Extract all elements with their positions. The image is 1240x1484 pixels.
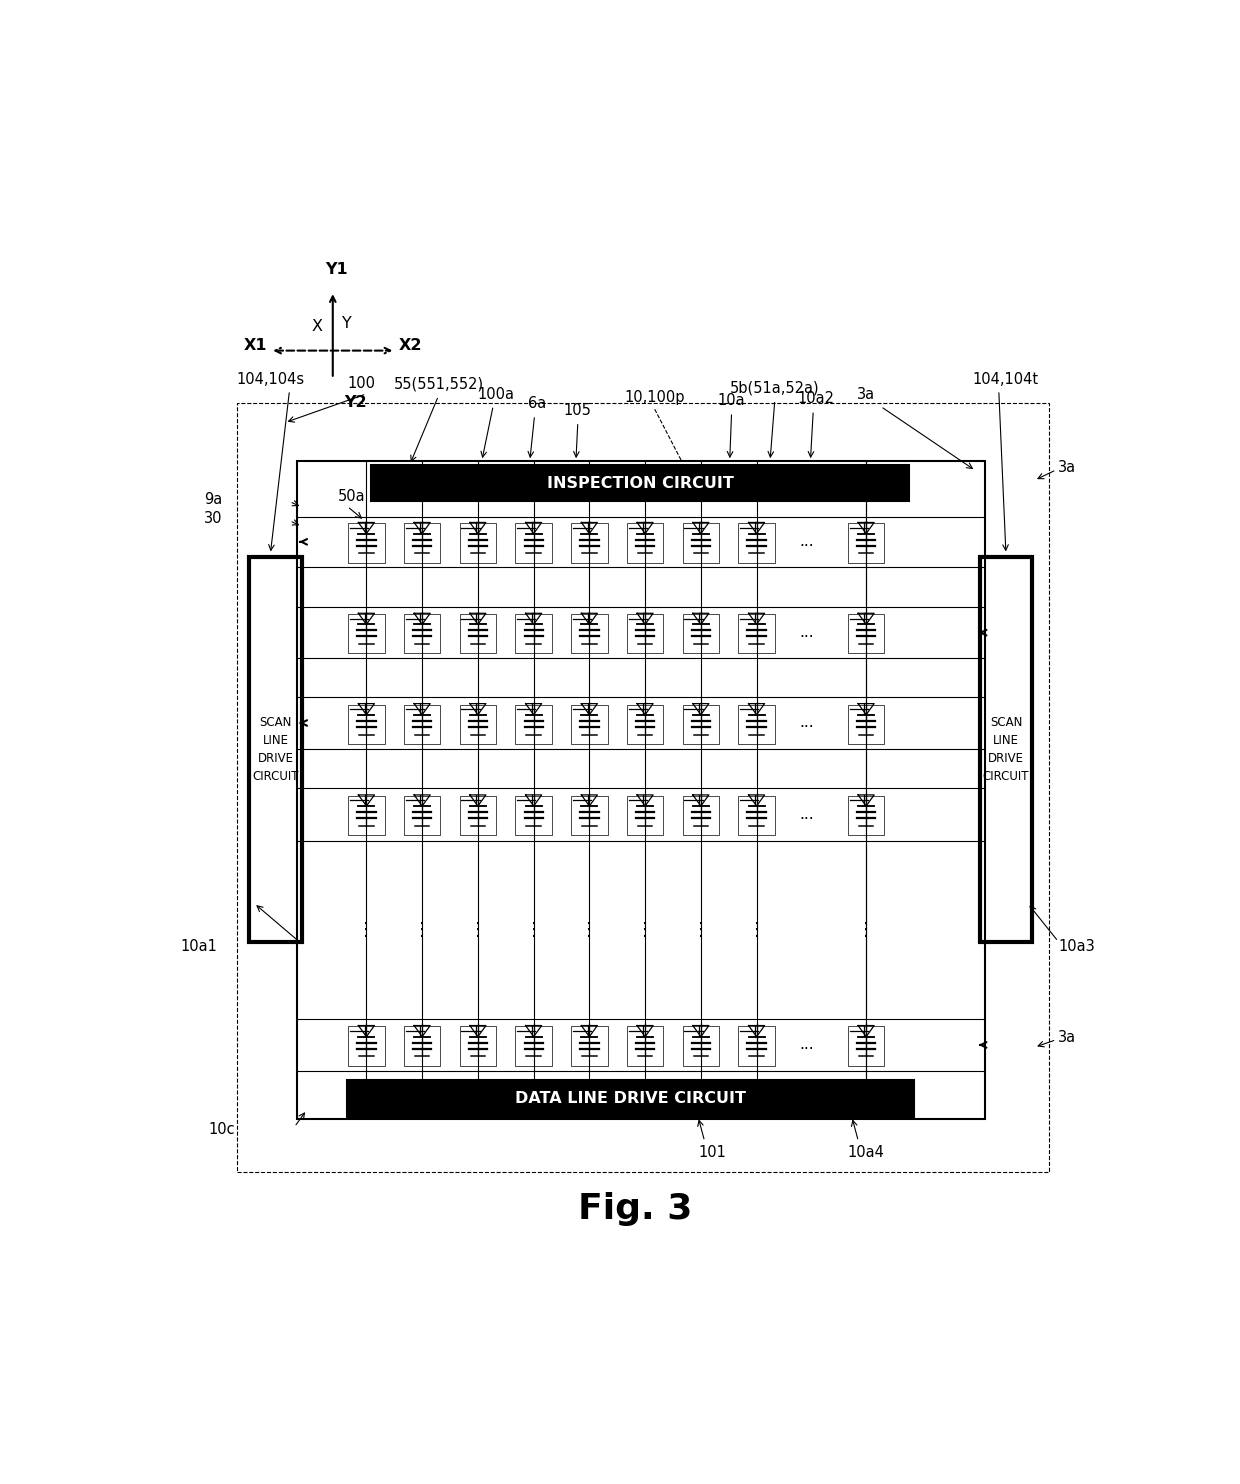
Text: 10a1: 10a1 bbox=[181, 939, 217, 954]
Bar bbox=[572, 614, 608, 653]
Text: ...: ... bbox=[800, 1037, 813, 1052]
Bar bbox=[738, 1027, 775, 1066]
Text: X1: X1 bbox=[243, 338, 267, 353]
Text: ⋮: ⋮ bbox=[469, 920, 487, 938]
Text: 101: 101 bbox=[698, 1146, 727, 1160]
Bar bbox=[348, 795, 384, 835]
Text: 9a: 9a bbox=[205, 493, 222, 508]
Bar bbox=[404, 614, 440, 653]
Text: SCAN
LINE
DRIVE
CIRCUIT: SCAN LINE DRIVE CIRCUIT bbox=[983, 715, 1029, 784]
Bar bbox=[347, 1080, 914, 1116]
Bar bbox=[348, 614, 384, 653]
Bar bbox=[627, 795, 663, 835]
Text: ...: ... bbox=[800, 715, 813, 730]
Text: 10a4: 10a4 bbox=[848, 1146, 884, 1160]
Bar bbox=[627, 705, 663, 743]
Bar bbox=[848, 795, 884, 835]
Bar bbox=[738, 614, 775, 653]
Text: 10a2: 10a2 bbox=[797, 392, 835, 407]
Text: 55(551,552): 55(551,552) bbox=[393, 377, 484, 392]
Bar bbox=[404, 705, 440, 743]
Text: DATA LINE DRIVE CIRCUIT: DATA LINE DRIVE CIRCUIT bbox=[515, 1091, 746, 1106]
Bar bbox=[348, 705, 384, 743]
Bar bbox=[682, 705, 719, 743]
Bar bbox=[460, 795, 496, 835]
Bar bbox=[348, 524, 384, 562]
Text: 30: 30 bbox=[203, 512, 222, 527]
Text: ⋮: ⋮ bbox=[857, 920, 875, 938]
Bar bbox=[460, 614, 496, 653]
Text: 10c: 10c bbox=[208, 1122, 234, 1137]
Bar bbox=[848, 614, 884, 653]
Bar bbox=[348, 1027, 384, 1066]
Bar bbox=[738, 524, 775, 562]
Text: X: X bbox=[312, 319, 322, 334]
Bar bbox=[682, 795, 719, 835]
Text: 100a: 100a bbox=[477, 386, 515, 402]
Text: INSPECTION CIRCUIT: INSPECTION CIRCUIT bbox=[547, 476, 734, 491]
Text: 10,100p: 10,100p bbox=[625, 390, 684, 405]
Bar bbox=[848, 524, 884, 562]
Text: ⋮: ⋮ bbox=[636, 920, 655, 938]
Bar bbox=[572, 705, 608, 743]
Bar bbox=[572, 524, 608, 562]
Text: ...: ... bbox=[800, 807, 813, 822]
Text: ⋮: ⋮ bbox=[525, 920, 543, 938]
Text: 104,104s: 104,104s bbox=[237, 372, 304, 387]
Bar bbox=[516, 705, 552, 743]
Text: Y2: Y2 bbox=[345, 395, 367, 410]
Bar bbox=[516, 524, 552, 562]
Text: ⋮: ⋮ bbox=[857, 920, 875, 938]
Text: 105: 105 bbox=[564, 402, 591, 418]
Text: ⋮: ⋮ bbox=[580, 920, 599, 938]
Bar bbox=[738, 705, 775, 743]
Bar bbox=[682, 524, 719, 562]
Bar bbox=[249, 556, 303, 942]
Bar bbox=[980, 556, 1033, 942]
Bar bbox=[627, 614, 663, 653]
Text: 100: 100 bbox=[347, 375, 376, 390]
Text: SCAN
LINE
DRIVE
CIRCUIT: SCAN LINE DRIVE CIRCUIT bbox=[253, 715, 299, 784]
Text: 3a: 3a bbox=[1058, 460, 1076, 475]
Bar bbox=[404, 795, 440, 835]
Text: 104,104t: 104,104t bbox=[972, 372, 1039, 387]
Bar bbox=[572, 1027, 608, 1066]
Bar bbox=[237, 404, 1049, 1172]
Text: 5b(51a,52a): 5b(51a,52a) bbox=[730, 381, 820, 396]
Bar bbox=[848, 705, 884, 743]
Text: ⋮: ⋮ bbox=[748, 920, 765, 938]
Text: ⋮: ⋮ bbox=[413, 920, 432, 938]
Text: Fig. 3: Fig. 3 bbox=[578, 1192, 693, 1226]
Text: 10a3: 10a3 bbox=[1058, 939, 1095, 954]
Text: ⋮: ⋮ bbox=[357, 920, 376, 938]
Text: 50a: 50a bbox=[337, 490, 366, 505]
Text: 3a: 3a bbox=[1058, 1030, 1076, 1045]
Bar bbox=[627, 1027, 663, 1066]
Bar bbox=[516, 1027, 552, 1066]
Text: Y1: Y1 bbox=[325, 261, 348, 276]
Text: ...: ... bbox=[800, 534, 813, 549]
Text: 10a: 10a bbox=[718, 393, 745, 408]
Text: Y: Y bbox=[342, 316, 352, 331]
Bar bbox=[460, 1027, 496, 1066]
Bar bbox=[404, 524, 440, 562]
Bar bbox=[572, 795, 608, 835]
Bar bbox=[738, 795, 775, 835]
Text: ⋮: ⋮ bbox=[692, 920, 709, 938]
Text: X2: X2 bbox=[399, 338, 423, 353]
Bar bbox=[516, 614, 552, 653]
Text: 3a: 3a bbox=[857, 386, 875, 402]
Bar bbox=[682, 614, 719, 653]
Bar bbox=[460, 524, 496, 562]
Text: 6a: 6a bbox=[528, 396, 547, 411]
Bar bbox=[848, 1027, 884, 1066]
Bar bbox=[682, 1027, 719, 1066]
Bar bbox=[371, 464, 909, 502]
Bar bbox=[516, 795, 552, 835]
Bar bbox=[298, 462, 986, 1119]
Bar bbox=[627, 524, 663, 562]
Text: ...: ... bbox=[800, 625, 813, 640]
Bar bbox=[460, 705, 496, 743]
Bar bbox=[404, 1027, 440, 1066]
